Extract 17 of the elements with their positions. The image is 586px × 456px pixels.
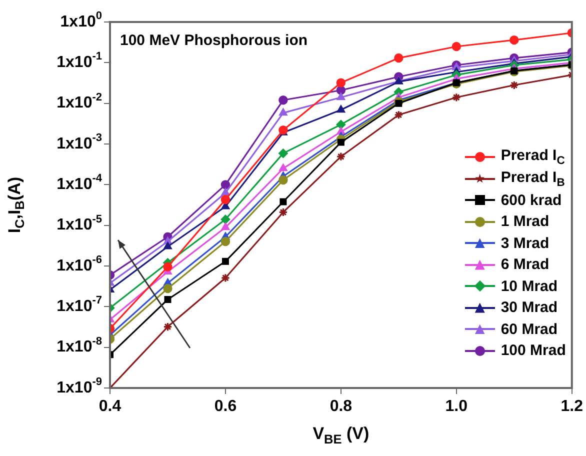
legend-label: 1 Mrad xyxy=(500,213,550,230)
legend-label: 30 Mrad xyxy=(500,299,558,316)
x-tick-label: 0.8 xyxy=(330,398,352,416)
legend-label: 10 Mrad xyxy=(500,278,558,295)
legend-label: 100 Mrad xyxy=(500,342,566,360)
x-tick-label: 0.4 xyxy=(98,398,122,416)
x-tick-label: 0.6 xyxy=(214,398,237,416)
x-axis-title: V$_{BE}$ (V) xyxy=(312,424,370,446)
legend-label: 6 Mrad xyxy=(500,256,550,274)
legend-label: Prerad I$_{C}$ xyxy=(500,147,565,168)
legend-label: 60 Mrad xyxy=(500,320,558,338)
legend-label: 600 krad xyxy=(500,192,562,209)
text: 100 MeV Phosphorous ion xyxy=(120,32,308,49)
legend-label: Prerad I$_{B}$ xyxy=(500,168,565,189)
x-tick-label: 1.2 xyxy=(560,398,584,416)
x-tick-label: 1.0 xyxy=(445,398,468,416)
legend-label: 3 Mrad xyxy=(500,234,550,252)
